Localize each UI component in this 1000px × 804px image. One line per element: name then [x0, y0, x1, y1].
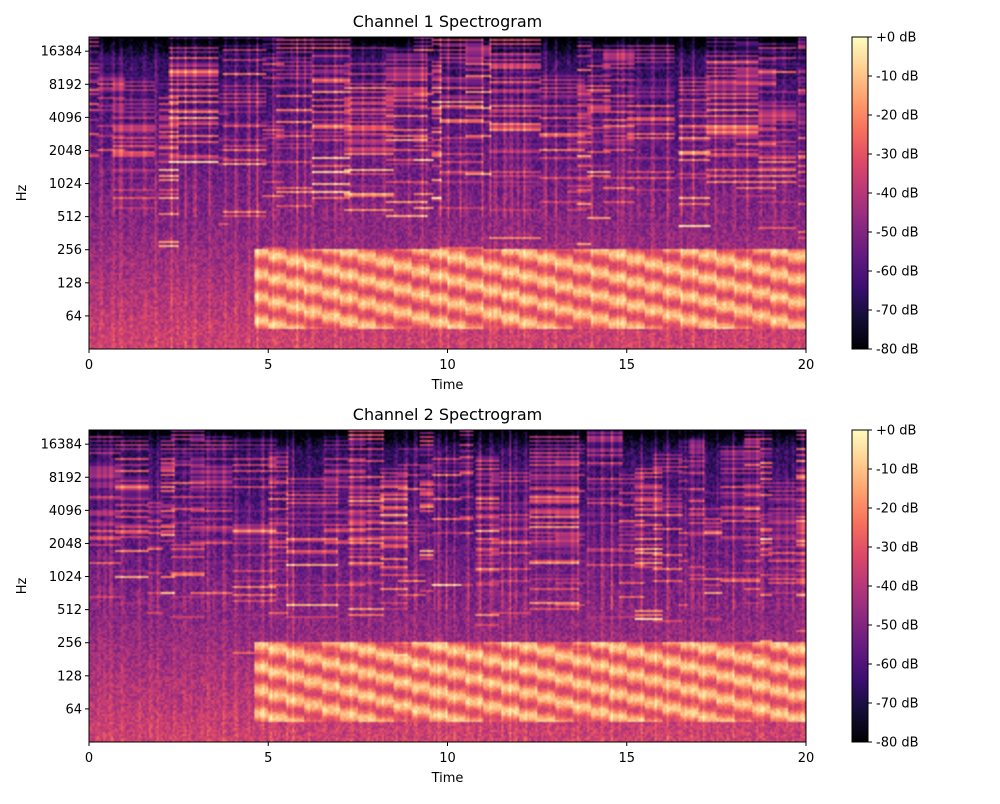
chart-title: Channel 1 Spectrogram — [353, 12, 542, 31]
spectrogram-heatmap — [89, 430, 806, 742]
x-tick-label: 10 — [439, 751, 456, 766]
y-tick-label: 8192 — [49, 78, 82, 93]
colorbar-tick-label: +0 dB — [876, 424, 916, 439]
x-tick-label: 5 — [264, 751, 272, 766]
colorbar-gradient — [851, 36, 869, 350]
colorbar-tick-label: -70 dB — [876, 304, 919, 319]
y-tick-label: 2048 — [49, 144, 82, 159]
y-tick-label: 16384 — [41, 438, 82, 453]
colorbar-tick-label: -10 dB — [876, 70, 919, 85]
colorbar: +0 dB -10 dB -20 dB -30 dB -40 dB -50 dB -60 d… — [851, 31, 919, 358]
x-tick-label: 20 — [798, 751, 815, 766]
y-tick-label: 256 — [57, 636, 82, 651]
y-tick-label: 64 — [65, 702, 82, 717]
y-axis-label: Hz — [15, 185, 30, 202]
colorbar-tick-label: -10 dB — [876, 463, 919, 478]
y-tick-label: 1024 — [49, 570, 82, 585]
y-tick-label: 4096 — [49, 111, 82, 126]
colorbar-tick-label: -60 dB — [876, 658, 919, 673]
colorbar-tick-label: -60 dB — [876, 265, 919, 280]
spectrogram-panel-2: Channel 2 Spectrogram 0 5 10 15 20 Time 64 128 25… — [15, 405, 919, 786]
x-tick-label: 10 — [439, 358, 456, 373]
colorbar: +0 dB -10 dB -20 dB -30 dB -40 dB -50 dB -60 d… — [851, 424, 919, 751]
x-tick-label: 0 — [85, 751, 93, 766]
y-tick-label: 64 — [65, 309, 82, 324]
x-tick-label: 15 — [618, 751, 635, 766]
colorbar-gradient — [851, 429, 869, 743]
y-tick-label: 4096 — [49, 504, 82, 519]
colorbar-tick-label: -20 dB — [876, 109, 919, 124]
y-tick-label: 1024 — [49, 177, 82, 192]
y-tick-label: 8192 — [49, 471, 82, 486]
colorbar-tick-label: -40 dB — [876, 187, 919, 202]
y-tick-label: 128 — [57, 276, 82, 291]
colorbar-tick-label: -50 dB — [876, 619, 919, 634]
colorbar-tick-label: -80 dB — [876, 343, 919, 358]
x-axis-label: Time — [431, 378, 464, 393]
spectrogram-heatmap — [89, 37, 806, 349]
colorbar-tick-label: -30 dB — [876, 541, 919, 556]
colorbar-tick-label: -30 dB — [876, 148, 919, 163]
y-tick-label: 128 — [57, 669, 82, 684]
colorbar-tick-label: -40 dB — [876, 580, 919, 595]
x-tick-label: 0 — [85, 358, 93, 373]
y-tick-label: 16384 — [41, 45, 82, 60]
y-tick-label: 256 — [57, 243, 82, 258]
colorbar-tick-label: -80 dB — [876, 736, 919, 751]
y-axis-label: Hz — [15, 578, 30, 595]
x-tick-label: 15 — [618, 358, 635, 373]
x-tick-label: 5 — [264, 358, 272, 373]
y-tick-label: 512 — [57, 210, 82, 225]
colorbar-tick-label: -70 dB — [876, 697, 919, 712]
x-tick-label: 20 — [798, 358, 815, 373]
colorbar-tick-label: -50 dB — [876, 226, 919, 241]
chart-title: Channel 2 Spectrogram — [353, 405, 542, 424]
x-axis-label: Time — [431, 771, 464, 786]
colorbar-tick-label: +0 dB — [876, 31, 916, 46]
y-tick-label: 2048 — [49, 537, 82, 552]
y-tick-label: 512 — [57, 603, 82, 618]
colorbar-tick-label: -20 dB — [876, 502, 919, 517]
spectrogram-panel-1: Channel 1 Spectrogram 0 5 10 15 20 Time 64 128 25… — [15, 12, 919, 393]
